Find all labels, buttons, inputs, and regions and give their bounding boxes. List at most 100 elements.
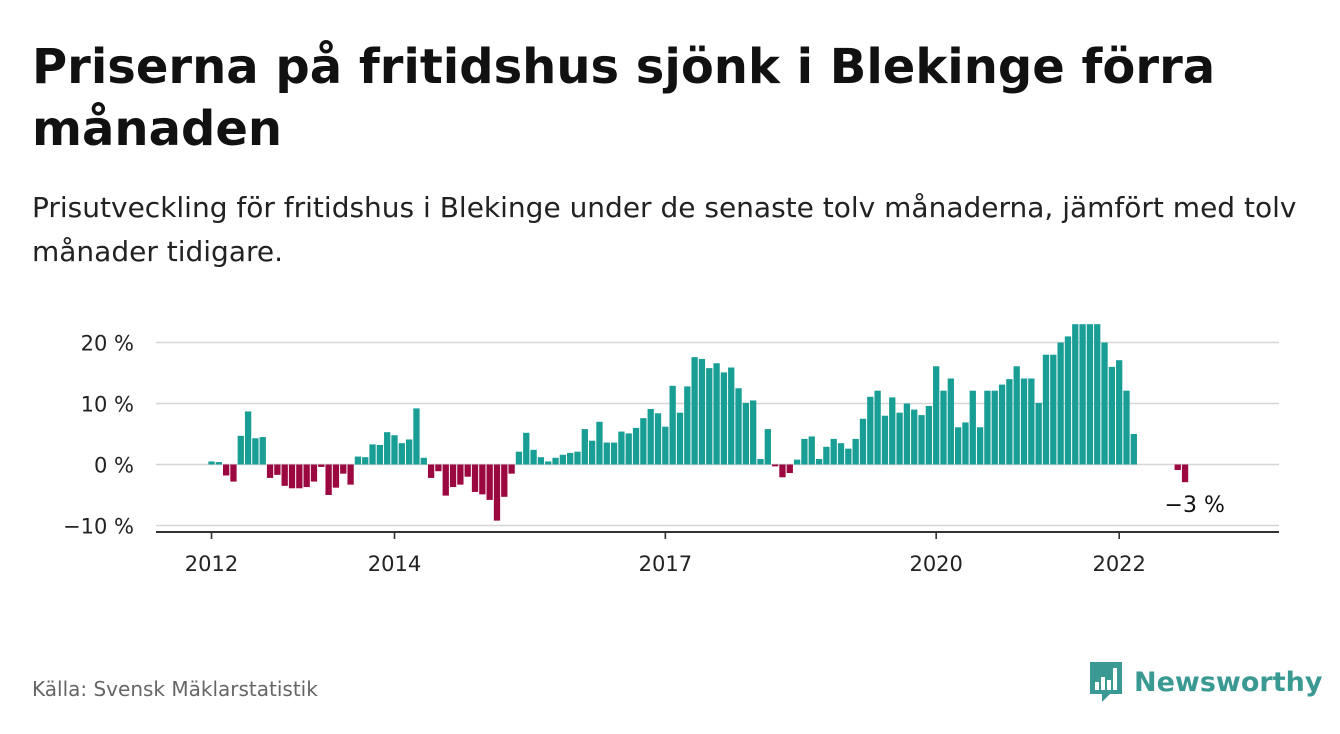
bar-positive: [830, 438, 837, 465]
bar-positive: [852, 438, 859, 465]
bar-positive: [764, 429, 771, 465]
bar-positive: [244, 411, 252, 465]
bar-negative: [1181, 464, 1189, 483]
bar-positive: [1042, 354, 1050, 465]
bar-positive: [815, 459, 823, 465]
bar-positive: [654, 413, 662, 465]
bar-negative: [501, 464, 508, 497]
bar-positive: [889, 397, 896, 465]
bar-positive: [1116, 360, 1123, 465]
x-tick-label: 2022: [1092, 552, 1145, 576]
bar-positive: [859, 418, 867, 465]
bar-positive: [1050, 354, 1057, 465]
bar-negative: [427, 464, 435, 478]
bar-positive: [1079, 324, 1086, 465]
bar-positive: [1123, 390, 1130, 465]
source-note: Källa: Svensk Mäklarstatistik: [32, 677, 318, 701]
bar-positive: [1057, 342, 1064, 465]
x-tick-label: 2012: [185, 552, 238, 576]
bar-positive: [750, 400, 757, 465]
y-tick-label: 10 %: [81, 393, 134, 417]
bar-negative: [786, 464, 793, 474]
chart-subtitle: Prisutveckling för fritidshus i Blekinge…: [32, 191, 1297, 268]
x-tick-label: 2017: [639, 552, 692, 576]
bar-positive: [845, 448, 852, 465]
bar-positive: [405, 439, 413, 465]
bar-negative: [222, 464, 230, 476]
bar-positive: [837, 443, 845, 465]
bar-positive: [1020, 378, 1028, 465]
bar-positive: [669, 385, 676, 465]
bar-positive: [574, 451, 581, 465]
bar-positive: [940, 390, 947, 465]
bar-positive: [808, 436, 815, 465]
bar-positive: [362, 457, 369, 465]
chart-title: Priserna på fritidshus sjönk i Blekinge …: [32, 39, 1216, 157]
bar-positive: [925, 405, 933, 465]
bar-positive: [1028, 378, 1035, 465]
bar-negative: [457, 464, 464, 485]
bar-negative: [318, 464, 325, 467]
bar-negative: [288, 464, 296, 489]
bar-positive: [1130, 434, 1137, 465]
bar-negative: [435, 464, 442, 472]
bar-negative: [479, 464, 486, 495]
newsworthy-logo-icon: [1090, 662, 1122, 702]
bar-positive: [1072, 324, 1079, 465]
bar-positive: [545, 461, 552, 465]
bar-positive: [662, 426, 669, 465]
bar-negative: [464, 464, 471, 477]
bar-positive: [420, 457, 427, 465]
bar-positive: [962, 422, 969, 465]
bar-positive: [954, 427, 962, 465]
bar-positive: [523, 432, 530, 465]
bar-positive: [640, 418, 647, 465]
bar-negative: [296, 464, 303, 489]
bar-positive: [991, 390, 998, 465]
bar-positive: [647, 408, 654, 465]
bar-positive: [252, 438, 259, 465]
bar-negative: [332, 464, 340, 488]
x-tick-label: 2020: [909, 552, 962, 576]
bar-positive: [933, 366, 940, 465]
bar-positive: [259, 437, 266, 465]
bar-positive: [530, 449, 537, 465]
brand-name: Newsworthy: [1134, 666, 1323, 698]
bar-positive: [823, 446, 830, 465]
bar-positive: [720, 372, 728, 465]
bar-positive: [969, 390, 976, 465]
bar-positive: [391, 435, 398, 465]
bar-positive: [976, 427, 984, 465]
bar-positive: [867, 396, 874, 465]
bar-positive: [713, 363, 720, 465]
bar-negative: [486, 464, 493, 500]
bar-negative: [493, 464, 501, 521]
bar-positive: [1006, 379, 1013, 465]
bar-positive: [376, 444, 384, 465]
bar-negative: [310, 464, 318, 482]
bar-positive: [1013, 366, 1020, 465]
bar-positive: [676, 412, 684, 465]
last-value-annotation: −3 %: [1165, 493, 1225, 518]
bar-positive: [515, 451, 523, 465]
bar-positive: [1035, 402, 1042, 465]
bar-positive: [398, 443, 405, 465]
bar-positive: [896, 412, 903, 465]
bar-positive: [793, 459, 801, 465]
bar-negative: [442, 464, 449, 496]
bar-negative: [274, 464, 281, 475]
bar-positive: [1094, 324, 1101, 465]
bar-positive: [1108, 366, 1116, 465]
bar-positive: [215, 462, 222, 465]
bar-positive: [208, 461, 215, 465]
bar-negative: [449, 464, 457, 488]
bar-positive: [588, 440, 596, 465]
bar-negative: [771, 464, 779, 467]
bar-positive: [728, 367, 735, 465]
bar-positive: [735, 388, 742, 465]
bar-positive: [918, 415, 925, 465]
bar-positive: [567, 452, 574, 465]
bar-positive: [581, 429, 588, 465]
bar-positive: [610, 442, 618, 465]
bar-positive: [742, 402, 750, 465]
